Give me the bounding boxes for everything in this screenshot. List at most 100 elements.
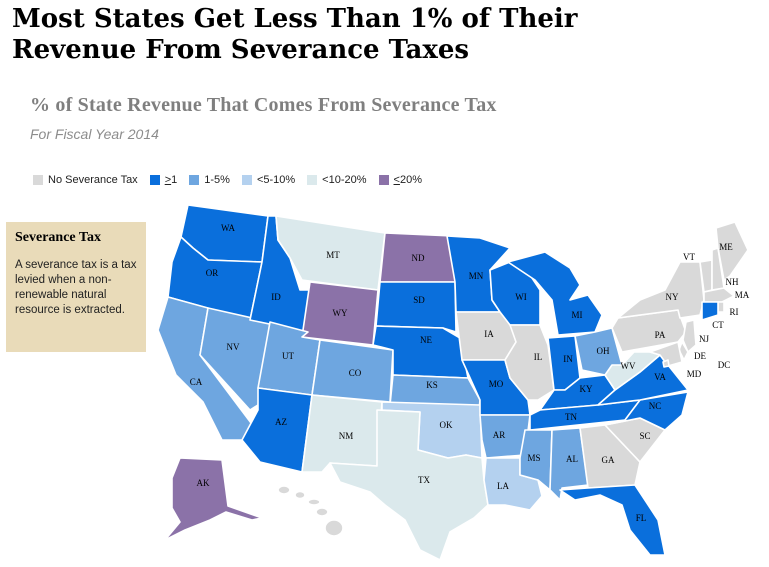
state-dc	[662, 359, 670, 368]
state-label-al: AL	[566, 454, 578, 464]
state-label-ar: AR	[493, 430, 506, 440]
legend-item-ge1: >1	[149, 174, 178, 186]
state-label-md: MD	[687, 369, 702, 379]
state-label-co: CO	[349, 368, 362, 378]
state-label-ca: CA	[190, 377, 203, 387]
state-label-ms: MS	[527, 453, 540, 463]
state-me	[715, 221, 749, 281]
hawaii-island-oahu	[294, 490, 306, 500]
state-label-wa: WA	[221, 223, 235, 233]
state-ak	[164, 457, 263, 541]
state-nj	[682, 319, 697, 353]
state-label-pa: PA	[655, 330, 666, 340]
state-label-wv: WV	[621, 361, 636, 371]
state-fl	[559, 484, 666, 556]
state-label-ky: KY	[580, 384, 593, 394]
state-label-oh: OH	[597, 346, 610, 356]
state-label-va: VA	[654, 372, 666, 382]
state-label-az: AZ	[275, 417, 287, 427]
state-tx	[329, 409, 489, 561]
legend-label-le20-value: 20%	[399, 174, 422, 186]
state-label-la: LA	[497, 481, 509, 491]
state-label-mo: MO	[489, 379, 504, 389]
legend-swatch-5-10	[241, 175, 252, 185]
state-label-ny: NY	[666, 292, 679, 302]
state-label-nv: NV	[227, 342, 240, 352]
legend-label-ge1-symbol: >	[164, 174, 172, 186]
state-mi	[507, 251, 603, 336]
fiscal-year-note: For Fiscal Year 2014	[30, 126, 159, 142]
legend-item-10-20: <10-20%	[307, 174, 367, 186]
state-label-fl: FL	[636, 513, 647, 523]
state-label-nh: NH	[726, 277, 739, 287]
state-label-nm: NM	[339, 431, 354, 441]
state-label-tx: TX	[418, 475, 430, 485]
definition-title: Severance Tax	[15, 230, 101, 245]
state-label-wy: WY	[333, 308, 348, 318]
state-label-ne: NE	[420, 335, 432, 345]
state-labels: WA OR CA NV ID MT WY UT AZ CO NM ND SD N…	[190, 223, 750, 523]
state-label-ga: GA	[602, 455, 615, 465]
legend-label-5-10: <5-10%	[256, 174, 296, 186]
state-label-ks: KS	[426, 380, 438, 390]
state-label-nc: NC	[649, 401, 662, 411]
state-ma	[703, 287, 735, 303]
state-label-ia: IA	[484, 329, 494, 339]
severance-tax-definition-box: Severance Tax A severance tax is a tax l…	[6, 222, 146, 352]
state-label-in: IN	[563, 354, 573, 364]
state-label-mt: MT	[326, 250, 340, 260]
state-ny	[617, 261, 705, 319]
state-label-ri: RI	[730, 307, 739, 317]
state-label-me: ME	[719, 242, 733, 252]
state-hi	[277, 485, 344, 537]
definition-text: A severance tax is a tax levied when a n…	[15, 259, 137, 316]
state-label-vt: VT	[683, 252, 695, 262]
state-ga	[579, 424, 641, 489]
state-label-ut: UT	[282, 351, 294, 361]
state-ri	[717, 301, 725, 313]
legend-label-10-20: <10-20%	[322, 174, 367, 186]
state-label-ct: CT	[712, 320, 724, 330]
state-md	[649, 341, 683, 367]
legend-item-none: No Severance Tax	[33, 174, 138, 186]
legend-swatch-1-5	[189, 175, 200, 185]
state-ct	[701, 301, 719, 321]
state-label-de: DE	[694, 351, 706, 361]
headline: Most States Get Less Than 1% of Their Re…	[12, 4, 578, 65]
hawaii-island-big-island	[324, 519, 344, 537]
legend-label-1-5: 1-5%	[204, 174, 230, 186]
legend: No Severance Tax >1 1-5% <5-10% <10-20% …	[33, 174, 434, 186]
state-label-tn: TN	[565, 412, 577, 422]
state-label-il: IL	[534, 352, 543, 362]
legend-item-5-10: <5-10%	[241, 174, 296, 186]
legend-swatch-none	[33, 175, 43, 185]
hawaii-island-maui	[315, 507, 329, 517]
state-de	[678, 341, 689, 361]
map-subtitle: % of State Revenue That Comes From Sever…	[30, 94, 497, 116]
legend-swatch-le20	[378, 175, 389, 185]
state-label-wi: WI	[515, 292, 527, 302]
state-label-ok: OK	[440, 420, 453, 430]
state-label-mn: MN	[469, 271, 484, 281]
legend-label-ge1-value: 1	[171, 174, 178, 186]
state-label-ak: AK	[197, 478, 210, 488]
state-label-nd: ND	[412, 253, 425, 263]
legend-swatch-10-20	[307, 175, 318, 185]
state-sd	[375, 281, 457, 333]
state-label-or: OR	[206, 268, 219, 278]
state-label-sc: SC	[639, 431, 650, 441]
legend-label-le20-symbol: <	[393, 174, 400, 186]
state-label-sd: SD	[413, 295, 425, 305]
hawaii-island-kauai	[277, 485, 291, 495]
state-label-dc: DC	[718, 360, 731, 370]
state-label-ma: MA	[735, 290, 750, 300]
state-il	[504, 324, 555, 401]
state-label-mi: MI	[572, 310, 583, 320]
hawaii-island-molokai	[307, 498, 321, 506]
legend-label-none: No Severance Tax	[48, 174, 138, 186]
legend-swatch-ge1	[149, 175, 160, 185]
state-label-nj: NJ	[699, 334, 709, 344]
legend-item-le20: <20%	[378, 174, 422, 186]
legend-item-1-5: 1-5%	[189, 174, 230, 186]
